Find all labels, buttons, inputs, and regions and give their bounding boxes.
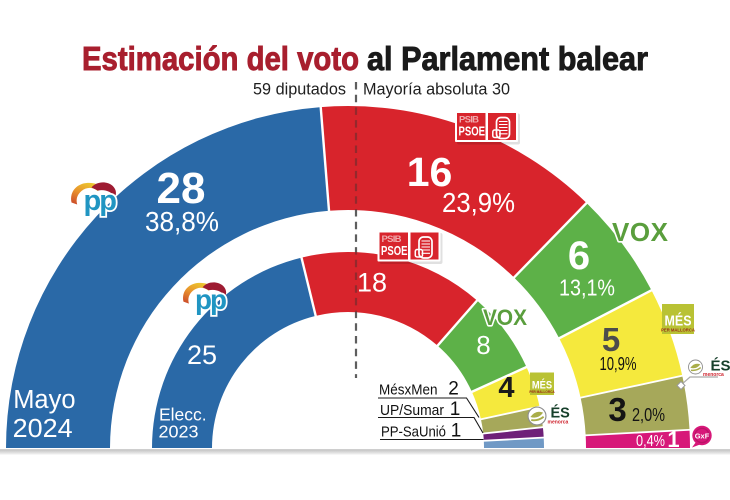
svg-text:Mayoría absoluta 30: Mayoría absoluta 30 <box>363 80 510 99</box>
svg-text:28: 28 <box>157 164 206 213</box>
svg-text:59 diputados: 59 diputados <box>253 80 346 99</box>
svg-text:10,9%: 10,9% <box>600 354 637 374</box>
svg-text:13,1%: 13,1% <box>559 275 615 301</box>
svg-text:2023: 2023 <box>159 422 199 442</box>
svg-text:2,0%: 2,0% <box>632 404 665 425</box>
svg-text:pp: pp <box>84 185 117 217</box>
svg-text:5: 5 <box>602 321 620 358</box>
svg-text:VOX: VOX <box>612 217 669 247</box>
svg-text:UP/Sumar: UP/Sumar <box>380 403 444 419</box>
svg-text:PER MALLORCA: PER MALLORCA <box>529 390 555 394</box>
svg-text:MÉS: MÉS <box>665 313 692 330</box>
svg-text:0,4%: 0,4% <box>636 433 665 450</box>
svg-text:MésxMen: MésxMen <box>379 383 438 399</box>
svg-text:PSIB: PSIB <box>459 115 479 126</box>
svg-text:ÉS: ÉS <box>711 358 730 375</box>
svg-text:PER MALLORCA: PER MALLORCA <box>661 328 695 333</box>
svg-text:pp: pp <box>195 284 226 315</box>
svg-text:GxF: GxF <box>695 431 710 440</box>
svg-text:menorca: menorca <box>548 420 569 426</box>
svg-text:MÉS: MÉS <box>532 379 552 392</box>
svg-text:18: 18 <box>357 268 387 298</box>
svg-text:38,8%: 38,8% <box>145 206 219 237</box>
svg-text:3: 3 <box>608 391 626 428</box>
svg-text:ÉS: ÉS <box>551 405 571 422</box>
svg-text:Estimación del voto: Estimación del voto <box>82 40 359 77</box>
svg-text:Elecc.: Elecc. <box>159 405 207 425</box>
svg-text:menorca: menorca <box>703 372 724 378</box>
svg-text:PSIB: PSIB <box>382 234 402 245</box>
svg-text:1: 1 <box>450 399 461 420</box>
svg-text:8: 8 <box>476 330 490 360</box>
svg-text:2: 2 <box>448 379 459 400</box>
svg-text:25: 25 <box>187 340 217 370</box>
svg-text:1: 1 <box>451 421 462 442</box>
svg-text:VOX: VOX <box>483 305 527 330</box>
svg-text:16: 16 <box>407 149 453 195</box>
svg-text:Mayo: Mayo <box>13 386 75 414</box>
svg-text:PSOE: PSOE <box>381 243 408 258</box>
svg-text:2024: 2024 <box>13 415 73 443</box>
svg-text:6: 6 <box>568 234 590 278</box>
svg-text:1: 1 <box>667 427 679 452</box>
svg-text:23,9%: 23,9% <box>442 187 515 218</box>
svg-text:PP-SaUnió: PP-SaUnió <box>381 425 446 441</box>
svg-text:4: 4 <box>498 372 514 404</box>
svg-text:PSOE: PSOE <box>459 124 486 139</box>
svg-text:al Parlament balear: al Parlament balear <box>367 40 648 77</box>
